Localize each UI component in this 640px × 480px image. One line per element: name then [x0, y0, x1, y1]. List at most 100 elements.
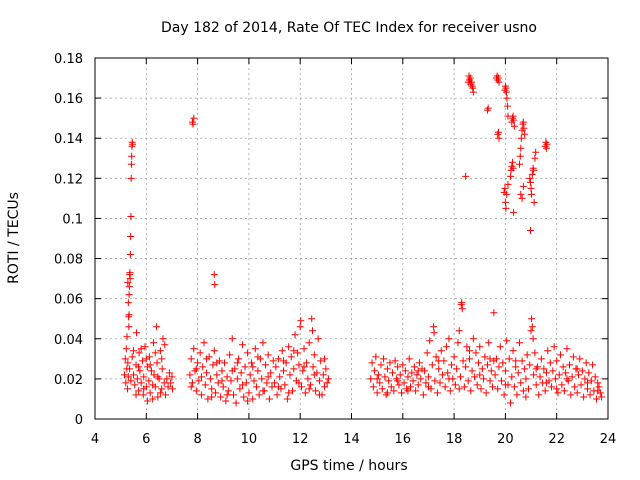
- data-point: [583, 379, 591, 387]
- data-point: [122, 345, 130, 353]
- data-point: [315, 391, 323, 399]
- data-point: [233, 359, 241, 367]
- y-tick-label: 0.04: [54, 333, 83, 348]
- data-point: [482, 389, 490, 397]
- data-point: [145, 377, 153, 385]
- data-point: [459, 357, 467, 365]
- data-point: [484, 104, 492, 112]
- data-point: [294, 349, 302, 357]
- data-point: [520, 124, 528, 132]
- data-point: [168, 385, 176, 393]
- data-point: [317, 357, 325, 365]
- data-point: [446, 387, 454, 395]
- data-point: [213, 371, 221, 379]
- data-point: [146, 389, 154, 397]
- data-point: [301, 389, 309, 397]
- data-point: [549, 367, 557, 375]
- data-point: [376, 379, 384, 387]
- data-point: [124, 299, 132, 307]
- data-point: [273, 391, 281, 399]
- data-point: [253, 383, 261, 391]
- data-point: [526, 361, 534, 369]
- data-point: [144, 397, 152, 405]
- data-point: [122, 379, 130, 387]
- data-point: [274, 355, 282, 363]
- data-point: [258, 375, 266, 383]
- data-point: [569, 353, 577, 361]
- data-point: [527, 184, 535, 192]
- data-point: [214, 379, 222, 387]
- data-point: [528, 315, 536, 323]
- data-point: [167, 379, 175, 387]
- data-point: [310, 371, 318, 379]
- data-point: [190, 345, 198, 353]
- data-point: [133, 375, 141, 383]
- data-point: [430, 329, 438, 337]
- data-point: [156, 389, 164, 397]
- data-point: [541, 387, 549, 395]
- data-point: [501, 367, 509, 375]
- data-point: [265, 395, 273, 403]
- data-point: [431, 377, 439, 385]
- data-point: [566, 361, 574, 369]
- data-point: [136, 367, 144, 375]
- data-point: [120, 371, 128, 379]
- data-point: [514, 369, 522, 377]
- data-point: [286, 371, 294, 379]
- data-point: [247, 359, 255, 367]
- x-tick-label: 20: [497, 432, 514, 447]
- data-point: [125, 311, 133, 319]
- data-point: [543, 140, 551, 148]
- data-point: [509, 164, 517, 172]
- data-point: [127, 174, 135, 182]
- data-point: [187, 383, 195, 391]
- data-point: [324, 375, 332, 383]
- data-point: [408, 369, 416, 377]
- y-axis-title: ROTI / TECUs: [6, 192, 22, 284]
- data-point: [135, 387, 143, 395]
- data-point: [380, 355, 388, 363]
- data-point: [127, 212, 135, 220]
- data-point: [305, 385, 313, 393]
- data-point: [274, 383, 282, 391]
- data-point: [423, 349, 431, 357]
- data-point: [228, 367, 236, 375]
- data-point: [142, 355, 150, 363]
- data-point: [280, 357, 288, 365]
- y-tick-label: 0: [75, 413, 83, 428]
- data-point: [531, 154, 539, 162]
- data-point: [140, 373, 148, 381]
- data-point: [219, 383, 227, 391]
- data-point: [550, 343, 558, 351]
- data-point: [526, 174, 534, 182]
- data-point: [131, 381, 139, 389]
- grid-lines: [95, 58, 608, 419]
- y-tick-label: 0.12: [54, 172, 83, 187]
- data-point: [567, 391, 575, 399]
- data-point: [529, 335, 537, 343]
- data-point: [414, 381, 422, 389]
- data-point: [480, 375, 488, 383]
- data-point: [233, 375, 241, 383]
- data-point: [544, 347, 552, 355]
- data-point: [491, 371, 499, 379]
- data-point: [437, 347, 445, 355]
- data-point: [400, 379, 408, 387]
- data-point: [421, 367, 429, 375]
- data-point: [129, 371, 137, 379]
- data-point: [573, 365, 581, 373]
- data-point: [244, 397, 252, 405]
- data-point: [445, 375, 453, 383]
- data-point: [303, 359, 311, 367]
- data-point: [132, 391, 140, 399]
- data-point: [563, 345, 571, 353]
- data-point: [548, 383, 556, 391]
- data-point: [310, 351, 318, 359]
- data-point: [300, 345, 308, 353]
- data-point: [133, 329, 141, 337]
- data-point: [319, 371, 327, 379]
- data-point: [127, 160, 135, 168]
- data-point: [259, 339, 267, 347]
- data-point: [129, 347, 137, 355]
- data-point: [495, 363, 503, 371]
